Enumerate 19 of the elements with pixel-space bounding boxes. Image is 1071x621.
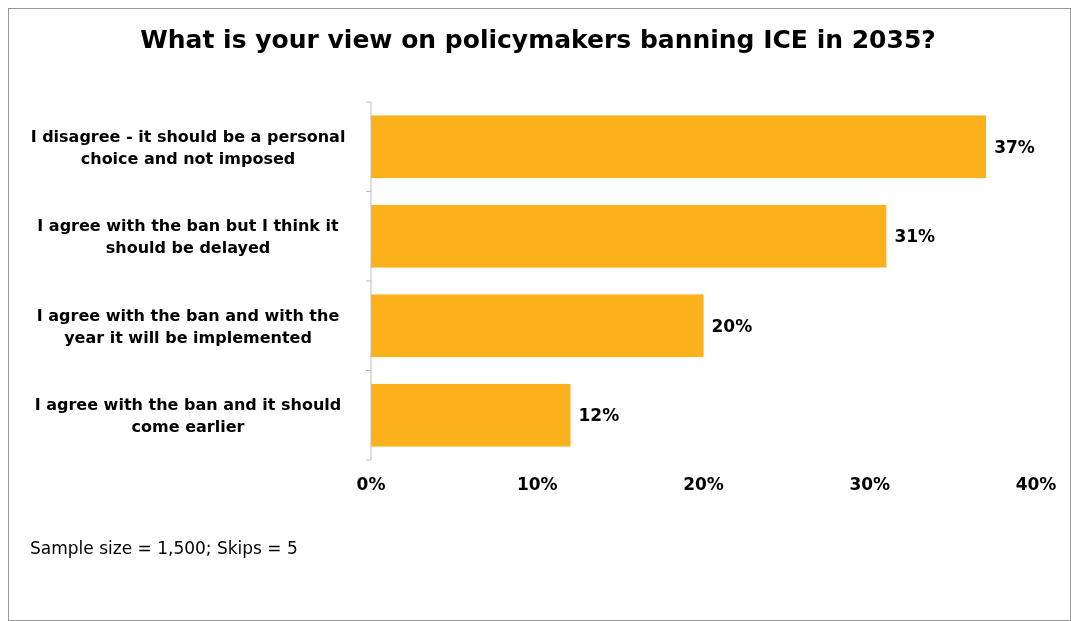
bar: [371, 204, 887, 268]
y-tick-label: I agree with the ban and with the year it will be implemented: [36, 305, 340, 347]
bar: [371, 383, 571, 447]
data-label: 20%: [711, 315, 753, 336]
x-tick-label: 30%: [849, 474, 891, 494]
x-tick-label: 10%: [516, 474, 558, 494]
data-label: 31%: [894, 226, 936, 247]
data-label: 12%: [578, 405, 620, 426]
y-tick-label: I agree with the ban and it should come earlier: [34, 395, 342, 437]
x-tick-label: 40%: [1015, 474, 1057, 494]
x-tick-label: 20%: [683, 474, 724, 494]
x-tick-label: 0%: [356, 474, 386, 494]
y-tick-label: I disagree - it should be a personal choice and not imposed: [30, 126, 346, 168]
bar: [371, 115, 987, 179]
y-tick-label: I agree with the ban but I think it should be delayed: [37, 216, 340, 258]
bar: [371, 294, 704, 358]
text: Sample size = 1,500; Skips = 5: [30, 538, 298, 558]
data-label: 37%: [994, 136, 1035, 157]
chart-title: What is your view on policymakers banning ICE in 2035?: [140, 25, 936, 54]
